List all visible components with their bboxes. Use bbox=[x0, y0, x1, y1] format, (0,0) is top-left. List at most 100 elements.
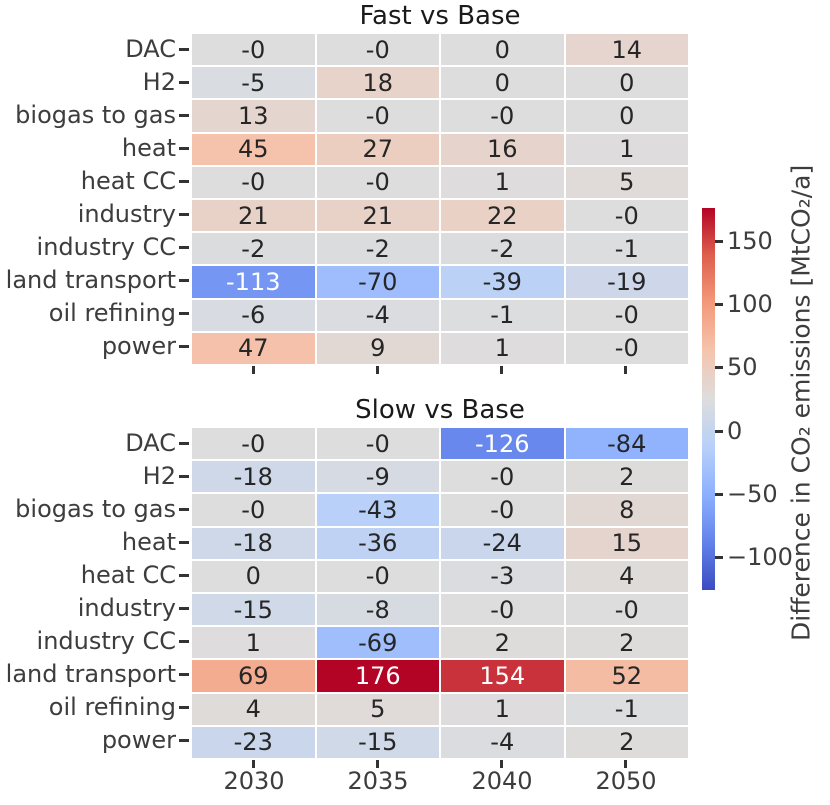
heatmap-cell: 1 bbox=[441, 332, 564, 364]
y-tick-label: power bbox=[101, 332, 176, 360]
heatmap-cell: -0 bbox=[565, 332, 688, 364]
heatmap-cell: 0 bbox=[441, 67, 564, 99]
heatmap-cell: 0 bbox=[565, 67, 688, 99]
y-tick-label: industry CC bbox=[36, 233, 176, 261]
heatmap-cell: -18 bbox=[192, 527, 315, 559]
heatmap-cell: 1 bbox=[192, 627, 315, 659]
heatmap-cell: -5 bbox=[192, 67, 315, 99]
y-tick-mark bbox=[179, 541, 189, 544]
heatmap-cell: 21 bbox=[192, 200, 315, 232]
heatmap-cell: -18 bbox=[192, 461, 315, 493]
heatmap-cell: 176 bbox=[316, 660, 439, 692]
colorbar-tick-mark bbox=[715, 492, 723, 496]
heatmap-cell: 5 bbox=[565, 166, 688, 198]
colorbar-label: Difference in CO₂ emissions [MtCO₂/a] bbox=[786, 164, 816, 641]
x-tick-mark bbox=[252, 760, 255, 768]
heatmap-cell: -1 bbox=[565, 233, 688, 265]
heatmap-cell: -15 bbox=[316, 726, 439, 758]
colorbar-tick-mark bbox=[715, 429, 723, 433]
colorbar-tick-mark bbox=[715, 366, 723, 370]
heatmap-cell: -0 bbox=[192, 428, 315, 460]
colorbar-tick-label: 100 bbox=[727, 290, 773, 319]
heatmap-cell: 13 bbox=[192, 100, 315, 132]
heatmap-cell: 15 bbox=[565, 527, 688, 559]
heatmap-cell: 1 bbox=[441, 166, 564, 198]
heatmap-cell: 1 bbox=[441, 693, 564, 725]
heatmap-cell: -84 bbox=[565, 428, 688, 460]
heatmap-cell: -39 bbox=[441, 266, 564, 298]
colorbar-tick-label: 150 bbox=[727, 226, 773, 255]
heatmap-cell: -15 bbox=[192, 594, 315, 626]
heatmap-cell: 8 bbox=[565, 494, 688, 526]
heatmap-cell: -0 bbox=[565, 299, 688, 331]
y-tick-label: H2 bbox=[142, 68, 176, 96]
heatmap-cell: -43 bbox=[316, 494, 439, 526]
heatmap-cell: -2 bbox=[316, 233, 439, 265]
heatmap-cell: -36 bbox=[316, 527, 439, 559]
heatmap-cell: -23 bbox=[192, 726, 315, 758]
heatmap-cell: -2 bbox=[192, 233, 315, 265]
colorbar-tick-label: −50 bbox=[727, 479, 778, 508]
y-tick-mark bbox=[179, 246, 189, 249]
x-tick-label: 2030 bbox=[223, 767, 285, 795]
heatmap-cell: -9 bbox=[316, 461, 439, 493]
heatmap-cell: -0 bbox=[192, 166, 315, 198]
heatmap-cell: 69 bbox=[192, 660, 315, 692]
x-tick-label: 2035 bbox=[347, 767, 409, 795]
heatmap-cell: -19 bbox=[565, 266, 688, 298]
y-tick-mark bbox=[179, 475, 189, 478]
heatmap-cell: -4 bbox=[316, 299, 439, 331]
y-tick-label: land transport bbox=[5, 266, 176, 294]
colorbar-tick-label: 0 bbox=[727, 416, 743, 445]
y-tick-label: oil refining bbox=[48, 693, 176, 721]
colorbar-tick-label: 50 bbox=[727, 353, 758, 382]
heatmap-cell: 5 bbox=[316, 693, 439, 725]
heatmap-cell: 21 bbox=[316, 200, 439, 232]
heatmap-cell: -24 bbox=[441, 527, 564, 559]
heatmap-cell: -1 bbox=[565, 693, 688, 725]
x-tick-label: 2050 bbox=[595, 767, 657, 795]
heatmap-cell: 4 bbox=[565, 560, 688, 592]
heatmap-cell: -6 bbox=[192, 299, 315, 331]
colorbar-tick-mark bbox=[715, 556, 723, 560]
heatmap-cell: -113 bbox=[192, 266, 315, 298]
colorbar-tick-label: −100 bbox=[727, 543, 793, 572]
x-tick-mark bbox=[252, 366, 255, 374]
heatmap-cell: 2 bbox=[441, 627, 564, 659]
x-tick-mark bbox=[624, 760, 627, 768]
heatmap-cell: -3 bbox=[441, 560, 564, 592]
y-tick-mark bbox=[179, 81, 189, 84]
x-tick-mark bbox=[624, 366, 627, 374]
y-tick-label: industry CC bbox=[36, 627, 176, 655]
heatmap-cell: 18 bbox=[316, 67, 439, 99]
heatmap-grid-fast: -0 -0 0 14 -5 18 0 0 13 -0 -0 0 45 27 16 1 -0 -0 1 5 21 21 22-… bbox=[192, 34, 688, 364]
heatmap-cell: 2 bbox=[565, 461, 688, 493]
heatmap-cell: -0 bbox=[441, 494, 564, 526]
y-tick-label: DAC bbox=[125, 429, 176, 457]
heatmap-cell: 0 bbox=[441, 34, 564, 66]
heatmap-cell: 22 bbox=[441, 200, 564, 232]
y-tick-label: DAC bbox=[125, 35, 176, 63]
heatmap-cell: -0 bbox=[316, 166, 439, 198]
heatmap-cell: -2 bbox=[441, 233, 564, 265]
y-tick-label: heat CC bbox=[80, 167, 176, 195]
y-tick-mark bbox=[179, 114, 189, 117]
x-tick-mark bbox=[500, 366, 503, 374]
x-tick-mark bbox=[500, 760, 503, 768]
y-tick-mark bbox=[179, 640, 189, 643]
heatmap-cell: -0 bbox=[192, 34, 315, 66]
heatmap-cell: -8 bbox=[316, 594, 439, 626]
heatmap-cell: 16 bbox=[441, 133, 564, 165]
y-tick-label: biogas to gas bbox=[15, 101, 176, 129]
heatmap-cell: -0 bbox=[565, 594, 688, 626]
x-tick-label: 2040 bbox=[471, 767, 533, 795]
heatmap-cell: -70 bbox=[316, 266, 439, 298]
heatmap-cell: 52 bbox=[565, 660, 688, 692]
y-tick-mark bbox=[179, 442, 189, 445]
heatmap-cell: 27 bbox=[316, 133, 439, 165]
heatmap-cell: -1 bbox=[441, 299, 564, 331]
heatmap-cell: -69 bbox=[316, 627, 439, 659]
y-tick-mark bbox=[179, 706, 189, 709]
heatmap-cell: -126 bbox=[441, 428, 564, 460]
